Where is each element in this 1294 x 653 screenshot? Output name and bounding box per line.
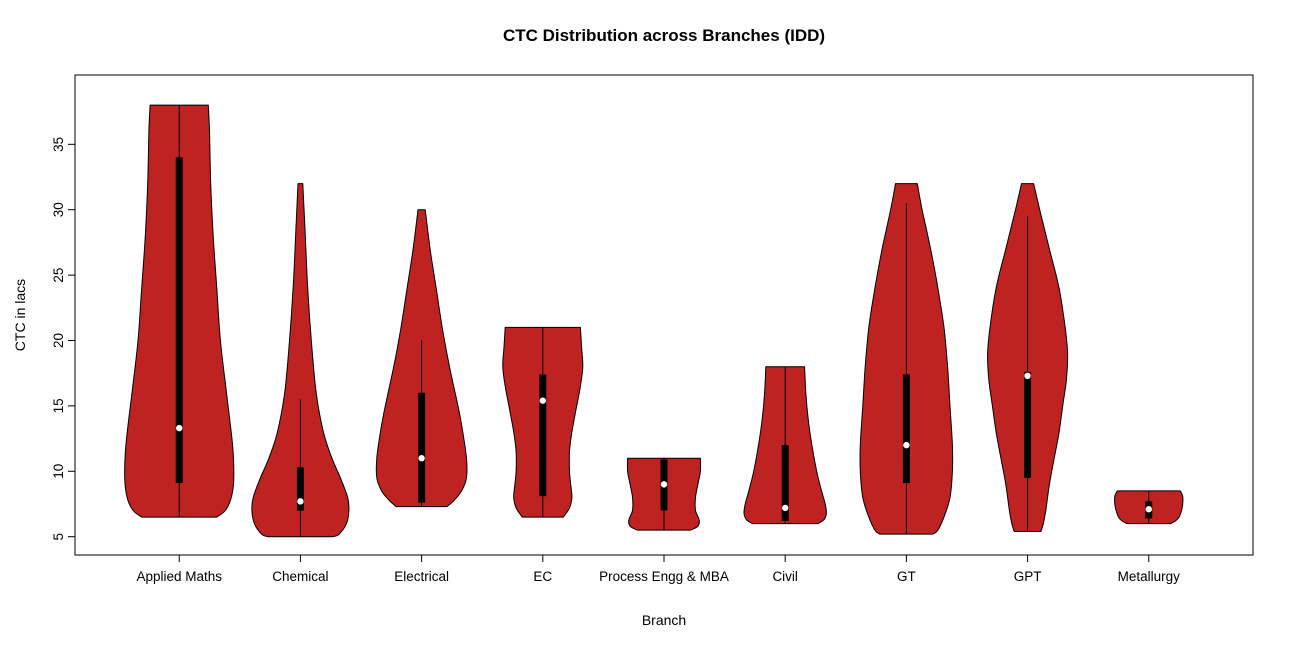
iqr-box	[902, 374, 910, 484]
violin-applied-maths	[124, 104, 235, 518]
x-tick-label: Electrical	[394, 569, 449, 584]
violin-gt	[859, 183, 954, 535]
iqr-box	[418, 392, 426, 503]
y-tick-label: 5	[51, 533, 66, 541]
violin-chemical	[251, 183, 350, 538]
x-tick-label: Metallurgy	[1118, 569, 1181, 584]
x-axis-label: Branch	[641, 612, 687, 628]
iqr-box	[1024, 371, 1032, 478]
violin-ec	[502, 326, 584, 518]
x-tick-label: Civil	[772, 569, 798, 584]
median-dot	[539, 397, 547, 404]
x-tick-label: GT	[897, 569, 916, 584]
x-tick-label: EC	[533, 569, 552, 584]
median-dot	[781, 504, 789, 512]
median-dot	[418, 455, 425, 462]
violin-metallurgy	[1114, 490, 1184, 525]
y-tick-label: 10	[51, 464, 66, 479]
iqr-box	[296, 467, 304, 511]
median-dot	[176, 424, 183, 432]
x-tick-label: GPT	[1014, 569, 1042, 584]
chart-title: CTC Distribution across Branches (IDD)	[502, 26, 826, 45]
iqr-box	[539, 374, 547, 497]
violin-shape	[251, 183, 350, 538]
median-dot	[903, 441, 910, 449]
y-tick-label: 15	[51, 398, 66, 413]
y-tick-label: 25	[51, 268, 66, 283]
y-axis-label: CTC in lacs	[12, 278, 28, 352]
x-tick-label: Applied Maths	[136, 569, 222, 584]
median-dot	[1145, 506, 1152, 513]
violin-electrical	[375, 209, 468, 508]
median-dot	[1024, 372, 1031, 380]
y-tick-label: 35	[51, 137, 66, 152]
median-dot	[660, 481, 668, 488]
x-tick-label: Chemical	[272, 569, 328, 584]
iqr-box	[781, 445, 789, 521]
iqr-box	[175, 157, 183, 484]
x-tick-label: Process Engg & MBA	[599, 569, 729, 584]
violin-gpt	[987, 183, 1069, 532]
violin-civil	[743, 366, 827, 525]
median-dot	[297, 498, 304, 505]
y-tick-label: 20	[51, 333, 66, 348]
violin-process-engg-mba	[626, 457, 702, 531]
y-tick-label: 30	[51, 202, 66, 217]
